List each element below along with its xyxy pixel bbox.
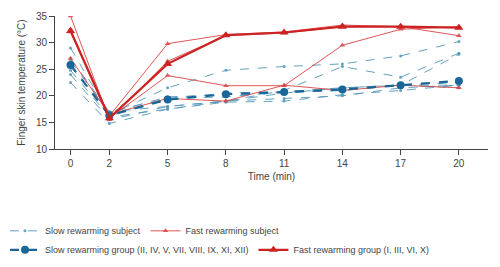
svg-text:20: 20 xyxy=(453,158,465,169)
svg-text:35: 35 xyxy=(36,11,48,22)
svg-text:15: 15 xyxy=(36,117,48,128)
svg-text:Fast rewarming group (I, III,: Fast rewarming group (I, III, VI, X) xyxy=(293,245,429,255)
svg-text:Slow rewarming group (II, IV,: Slow rewarming group (II, IV, V, VII, VI… xyxy=(45,245,248,255)
svg-text:30: 30 xyxy=(36,37,48,48)
svg-text:Slow rewarming subject: Slow rewarming subject xyxy=(45,226,141,236)
svg-text:2: 2 xyxy=(107,158,113,169)
svg-text:14: 14 xyxy=(337,158,349,169)
svg-text:Fast rewarming subject: Fast rewarming subject xyxy=(186,226,280,236)
svg-text:11: 11 xyxy=(279,158,290,169)
svg-text:Time (min): Time (min) xyxy=(248,171,295,182)
svg-text:17: 17 xyxy=(395,158,407,169)
svg-text:25: 25 xyxy=(36,64,48,75)
svg-text:5: 5 xyxy=(165,158,171,169)
svg-text:Finger skin temperature (°C): Finger skin temperature (°C) xyxy=(16,19,27,145)
svg-text:8: 8 xyxy=(223,158,229,169)
svg-text:20: 20 xyxy=(36,90,48,101)
svg-text:0: 0 xyxy=(68,158,74,169)
svg-text:10: 10 xyxy=(36,144,48,155)
